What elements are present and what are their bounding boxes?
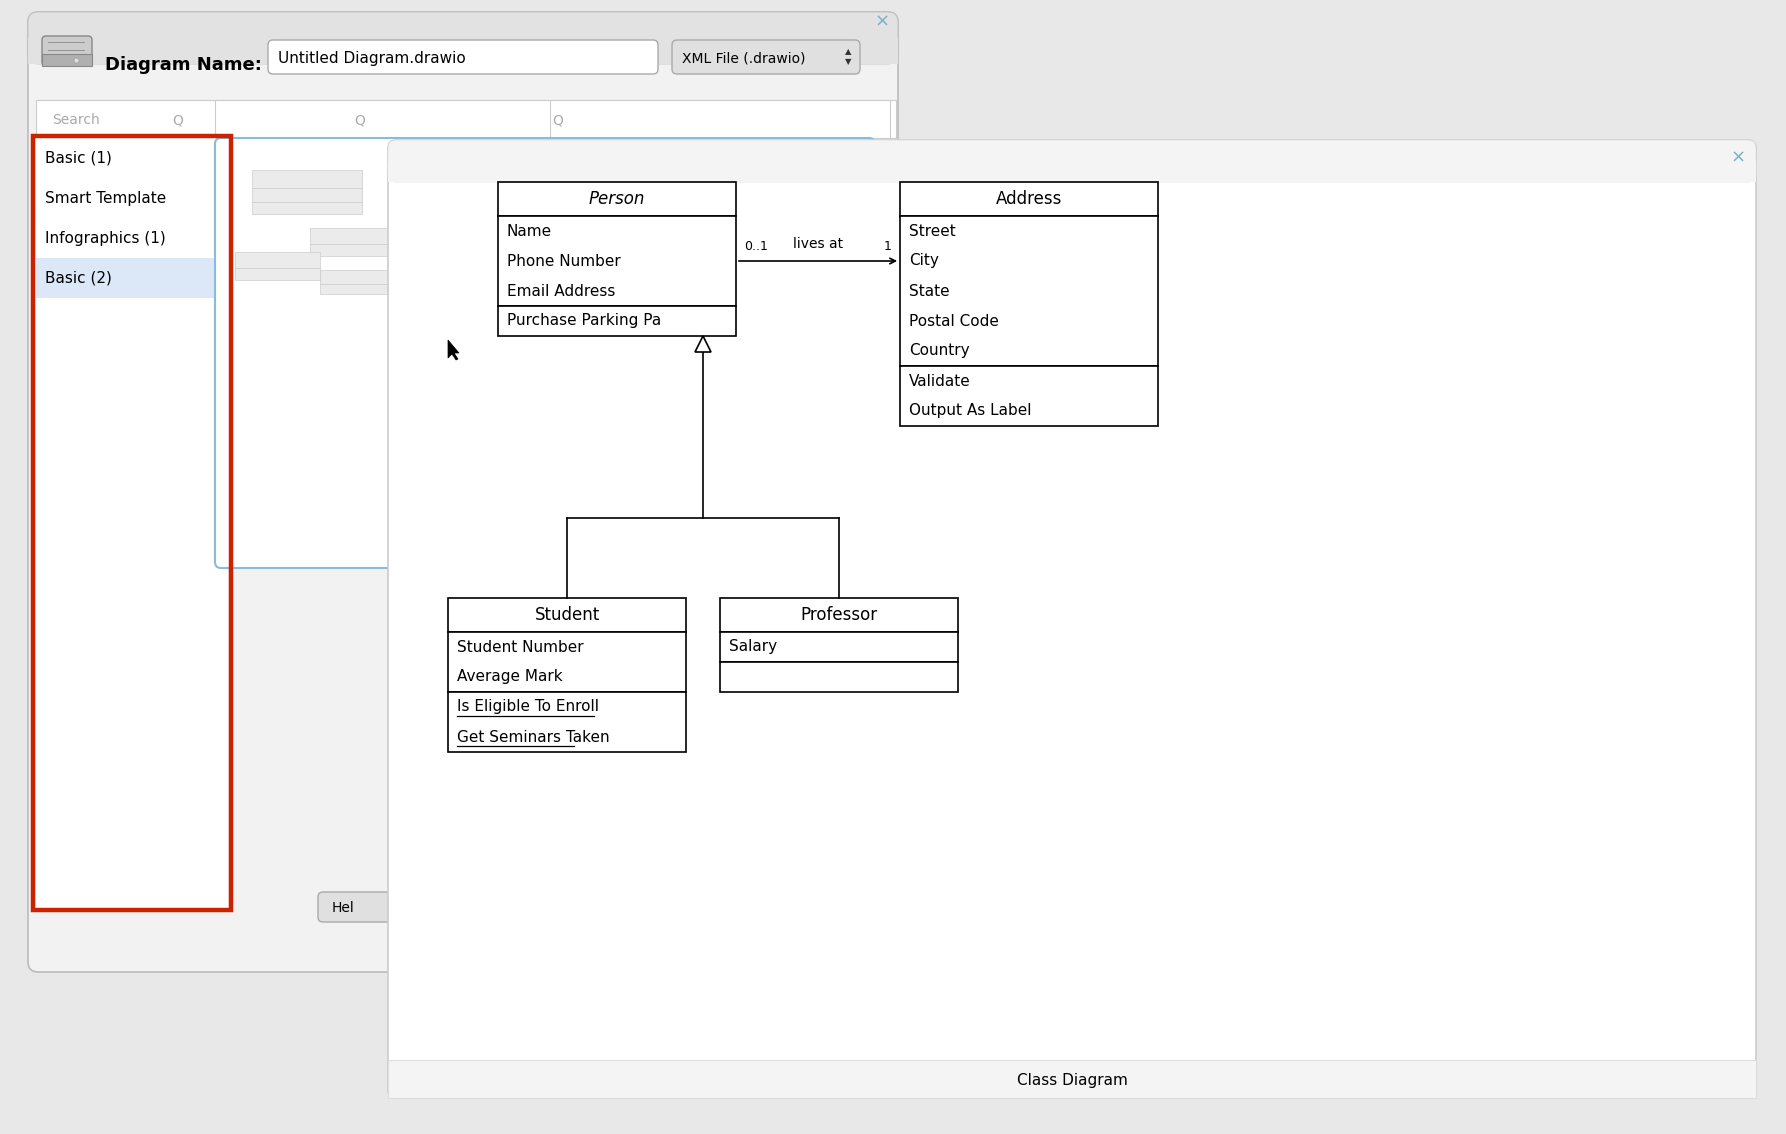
Text: Phone Number: Phone Number [507, 254, 622, 269]
Bar [236, 252, 320, 268]
Text: City: City [909, 254, 939, 269]
Text: Untitled Diagram.drawio: Untitled Diagram.drawio [279, 51, 466, 66]
Bar [252, 202, 363, 214]
Bar [36, 259, 229, 298]
Text: Purchase Parking Pa: Purchase Parking Pa [507, 313, 661, 329]
Text: Q: Q [173, 113, 184, 127]
Text: Basic (2): Basic (2) [45, 271, 113, 286]
Bar [320, 270, 405, 284]
FancyBboxPatch shape [388, 139, 1756, 181]
Bar [498, 306, 736, 336]
FancyBboxPatch shape [672, 40, 861, 74]
Bar [36, 100, 897, 138]
Bar [36, 218, 229, 259]
Text: Is Eligible To Enroll: Is Eligible To Enroll [457, 700, 598, 714]
Bar [498, 215, 736, 306]
Bar [214, 100, 875, 138]
Text: Average Mark: Average Mark [457, 669, 563, 685]
Text: Validate: Validate [909, 373, 972, 389]
Text: Q: Q [552, 113, 563, 127]
Text: Address: Address [997, 191, 1063, 208]
Text: Diagram Name:: Diagram Name: [105, 56, 263, 74]
FancyBboxPatch shape [29, 12, 898, 64]
Text: Professor: Professor [800, 606, 877, 624]
Bar [900, 215, 1157, 366]
Bar [36, 178, 229, 218]
Text: Output As Label: Output As Label [909, 404, 1032, 418]
Text: Salary: Salary [729, 640, 777, 654]
FancyBboxPatch shape [388, 139, 1756, 1098]
Bar [311, 244, 405, 256]
Bar [29, 39, 898, 64]
FancyBboxPatch shape [214, 138, 875, 568]
Bar [448, 598, 686, 632]
Text: Class
Diagram: Class Diagram [482, 367, 607, 425]
Text: Student Number: Student Number [457, 640, 584, 654]
Text: Basic (1): Basic (1) [45, 151, 113, 166]
Bar [388, 1060, 1756, 1098]
Text: Hel: Hel [332, 902, 355, 915]
FancyBboxPatch shape [29, 12, 898, 972]
Text: lives at: lives at [793, 237, 843, 251]
Text: Q: Q [355, 113, 366, 127]
Bar [448, 632, 686, 692]
FancyBboxPatch shape [73, 58, 79, 64]
Bar [43, 54, 93, 66]
Bar [550, 100, 889, 138]
Bar [252, 170, 363, 188]
Bar [36, 298, 229, 912]
Bar [720, 632, 957, 662]
Text: Get Seminars Taken: Get Seminars Taken [457, 729, 609, 745]
Text: ▼: ▼ [845, 58, 852, 67]
Text: Infographics (1): Infographics (1) [45, 230, 166, 245]
Polygon shape [448, 340, 459, 359]
Text: 0..1: 0..1 [745, 240, 768, 253]
Text: State: State [909, 284, 950, 298]
Text: Search: Search [52, 113, 100, 127]
Bar [32, 136, 230, 909]
Text: Smart Template: Smart Template [45, 191, 166, 205]
Text: XML File (.drawio): XML File (.drawio) [682, 51, 805, 65]
Text: Postal Code: Postal Code [909, 313, 998, 329]
Text: ×: × [875, 12, 889, 31]
Bar [36, 138, 229, 178]
Text: ×: × [1731, 149, 1745, 167]
Bar [252, 188, 363, 202]
Bar [448, 692, 686, 752]
Bar [900, 181, 1157, 215]
FancyBboxPatch shape [268, 40, 657, 74]
Bar [498, 181, 736, 215]
Text: 1: 1 [884, 240, 891, 253]
Bar [311, 228, 405, 244]
Text: Country: Country [909, 344, 970, 358]
Text: Street: Street [909, 223, 956, 238]
Text: Class Diagram: Class Diagram [1016, 1074, 1127, 1089]
Text: Name: Name [507, 223, 552, 238]
Bar [388, 161, 1756, 181]
FancyBboxPatch shape [318, 892, 396, 922]
Bar [320, 284, 405, 294]
Text: ▲: ▲ [845, 48, 852, 57]
Bar [900, 366, 1157, 426]
Text: Email Address: Email Address [507, 284, 616, 298]
Bar [236, 268, 320, 280]
Text: Person: Person [589, 191, 645, 208]
Text: Student: Student [534, 606, 600, 624]
Polygon shape [695, 336, 711, 352]
Bar [720, 598, 957, 632]
Bar [720, 662, 957, 692]
FancyBboxPatch shape [43, 36, 93, 66]
